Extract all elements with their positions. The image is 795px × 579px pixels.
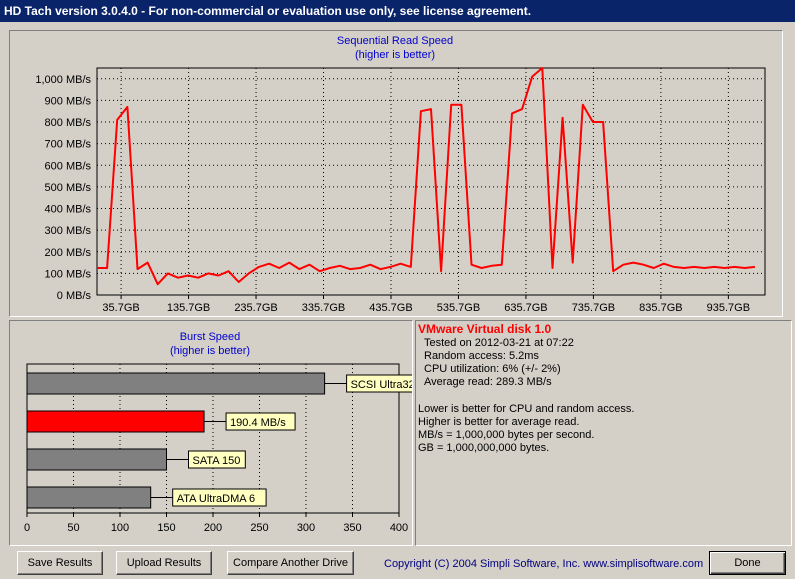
- burst-x-tick-label: 200: [204, 522, 222, 534]
- sequential-subtitle: (higher is better): [354, 49, 436, 61]
- note-gb-definition: GB = 1,000,000,000 bytes.: [418, 442, 550, 454]
- sequential-read-chart: 1,000 MB/s 900 MB/s 800 MB/s 700 MB/s 600 MB…: [35, 67, 766, 314]
- burst-bar: [26, 410, 205, 433]
- burst-bar: [26, 372, 326, 395]
- y-tick-label: 400 MB/s: [45, 204, 92, 216]
- x-tick-label: 935.7GB: [707, 302, 750, 314]
- compare-drive-button[interactable]: Compare Another Drive: [227, 551, 354, 575]
- random-access: Random access: 5.2ms: [424, 350, 539, 362]
- plot-area: [96, 67, 766, 296]
- burst-bar-label: 190.4 MB/s: [230, 417, 286, 429]
- y-tick-label: 900 MB/s: [45, 95, 92, 107]
- sequential-title-line1: Sequential Read Speed: [336, 35, 454, 47]
- note-mbs-definition: MB/s = 1,000,000 bytes per second.: [418, 429, 595, 441]
- y-tick-label: 200 MB/s: [45, 247, 92, 259]
- x-tick-label: 35.7GB: [102, 302, 139, 314]
- sequential-read-panel: Sequential Read Speed (higher is better)…: [9, 30, 783, 317]
- burst-x-tick-label: 150: [157, 522, 175, 534]
- done-button[interactable]: Done: [709, 551, 786, 575]
- burst-subtitle: (higher is better): [169, 345, 251, 357]
- note-higher-better: Higher is better for average read.: [418, 416, 580, 428]
- burst-x-tick-label: 100: [111, 522, 129, 534]
- x-tick-label: 835.7GB: [639, 302, 682, 314]
- y-tick-label: 700 MB/s: [45, 139, 92, 151]
- y-tick-label: 0 MB/s: [57, 290, 92, 302]
- burst-bar: [26, 448, 167, 471]
- average-read: Average read: 289.3 MB/s: [424, 376, 552, 388]
- burst-bar: [26, 486, 152, 509]
- burst-title-line1: Burst Speed: [179, 331, 241, 343]
- cpu-utilization: CPU utilization: 6% (+/- 2%): [424, 363, 561, 375]
- burst-x-tick-label: 300: [297, 522, 315, 534]
- copyright-text: Copyright (C) 2004 Simpli Software, Inc.…: [384, 558, 704, 570]
- drive-info-panel: VMware Virtual disk 1.0 Tested on 2012-0…: [415, 320, 792, 546]
- burst-label-box: [346, 374, 412, 393]
- x-tick-label: 435.7GB: [369, 302, 412, 314]
- burst-bar-label: SCSI Ultra320: [351, 379, 412, 391]
- sequential-read-series: [97, 67, 756, 286]
- device-name: VMware Virtual disk 1.0: [418, 322, 552, 336]
- burst-label-box: [188, 450, 246, 469]
- burst-chart-title: Burst Speed (higher is better): [10, 330, 410, 358]
- y-tick-label: 300 MB/s: [45, 225, 92, 237]
- y-tick-label: 500 MB/s: [45, 182, 92, 194]
- burst-label-box: [225, 412, 296, 431]
- x-tick-label: 235.7GB: [234, 302, 277, 314]
- y-tick-label: 800 MB/s: [45, 117, 92, 129]
- x-tick-label: 335.7GB: [302, 302, 345, 314]
- window-title-bar[interactable]: HD Tach version 3.0.4.0 - For non-commer…: [0, 0, 795, 22]
- window-title: HD Tach version 3.0.4.0 - For non-commer…: [4, 4, 532, 18]
- burst-bar-label: SATA 150: [193, 455, 241, 467]
- y-tick-label: 600 MB/s: [45, 160, 92, 172]
- x-tick-label: 635.7GB: [504, 302, 547, 314]
- upload-results-button[interactable]: Upload Results: [116, 551, 212, 575]
- sequential-chart-title: Sequential Read Speed (higher is better): [10, 34, 780, 62]
- burst-x-tick-label: 50: [67, 522, 79, 534]
- note-lower-better: Lower is better for CPU and random acces…: [418, 403, 635, 415]
- burst-x-tick-label: 0: [24, 522, 30, 534]
- burst-x-tick-label: 350: [343, 522, 361, 534]
- y-tick-label: 100 MB/s: [45, 268, 92, 280]
- y-tick-label: 1,000 MB/s: [35, 74, 91, 86]
- burst-label-box: [172, 488, 267, 507]
- burst-x-tick-label: 400: [390, 522, 408, 534]
- burst-speed-chart: 0 50 100 150 200 250 300 350 400 SCSI Ultra320 190…: [24, 363, 412, 534]
- burst-x-tick-label: 250: [250, 522, 268, 534]
- save-results-button[interactable]: Save Results: [17, 551, 103, 575]
- x-tick-label: 735.7GB: [572, 302, 615, 314]
- tested-date: Tested on 2012-03-21 at 07:22: [424, 337, 574, 349]
- burst-bar-label: ATA UltraDMA 6: [177, 493, 255, 505]
- burst-speed-panel: Burst Speed (higher is better) 0 50 100 150…: [9, 320, 413, 546]
- x-tick-label: 535.7GB: [437, 302, 480, 314]
- x-tick-label: 135.7GB: [167, 302, 210, 314]
